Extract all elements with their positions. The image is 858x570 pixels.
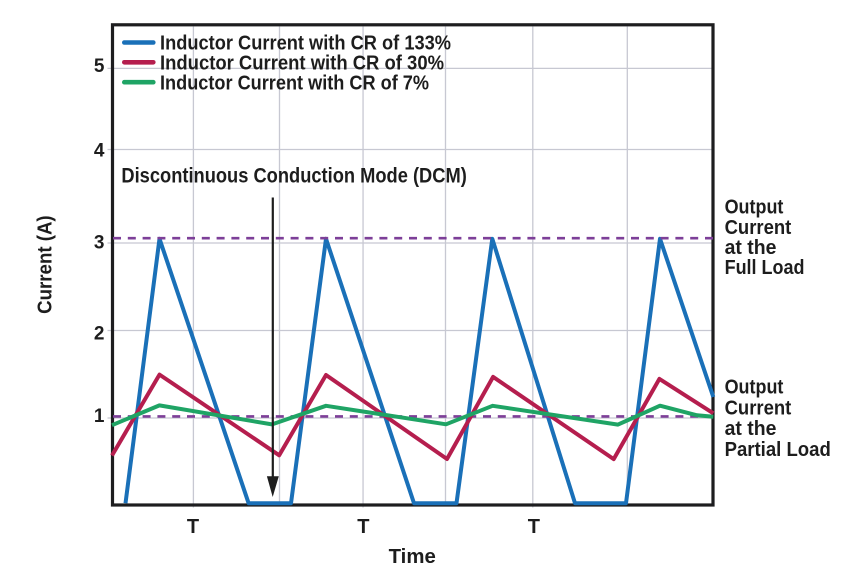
svg-text:Inductor Current with CR of 30: Inductor Current with CR of 30%	[160, 53, 444, 75]
svg-text:4: 4	[94, 140, 105, 161]
svg-text:Partial Load: Partial Load	[725, 439, 831, 461]
svg-text:2: 2	[94, 324, 105, 345]
svg-text:3: 3	[94, 233, 105, 254]
svg-text:1: 1	[94, 406, 105, 427]
svg-text:Inductor Current with CR of 13: Inductor Current with CR of 133%	[160, 33, 451, 55]
svg-text:Time: Time	[389, 546, 436, 568]
svg-text:Inductor Current with CR of 7%: Inductor Current with CR of 7%	[160, 73, 429, 95]
svg-text:5: 5	[94, 56, 105, 77]
svg-text:Output: Output	[725, 197, 784, 219]
svg-text:T: T	[528, 516, 540, 538]
svg-text:Discontinuous Conduction Mode: Discontinuous Conduction Mode (DCM)	[121, 165, 466, 188]
svg-text:Current: Current	[725, 217, 792, 239]
svg-text:Current: Current	[725, 397, 792, 419]
svg-text:Output: Output	[725, 376, 784, 398]
svg-text:at the: at the	[725, 418, 777, 440]
svg-text:Current (A): Current (A)	[35, 215, 57, 314]
svg-text:at the: at the	[725, 237, 777, 259]
svg-text:Full Load: Full Load	[725, 257, 805, 279]
svg-text:T: T	[187, 516, 199, 538]
svg-text:T: T	[357, 516, 369, 538]
